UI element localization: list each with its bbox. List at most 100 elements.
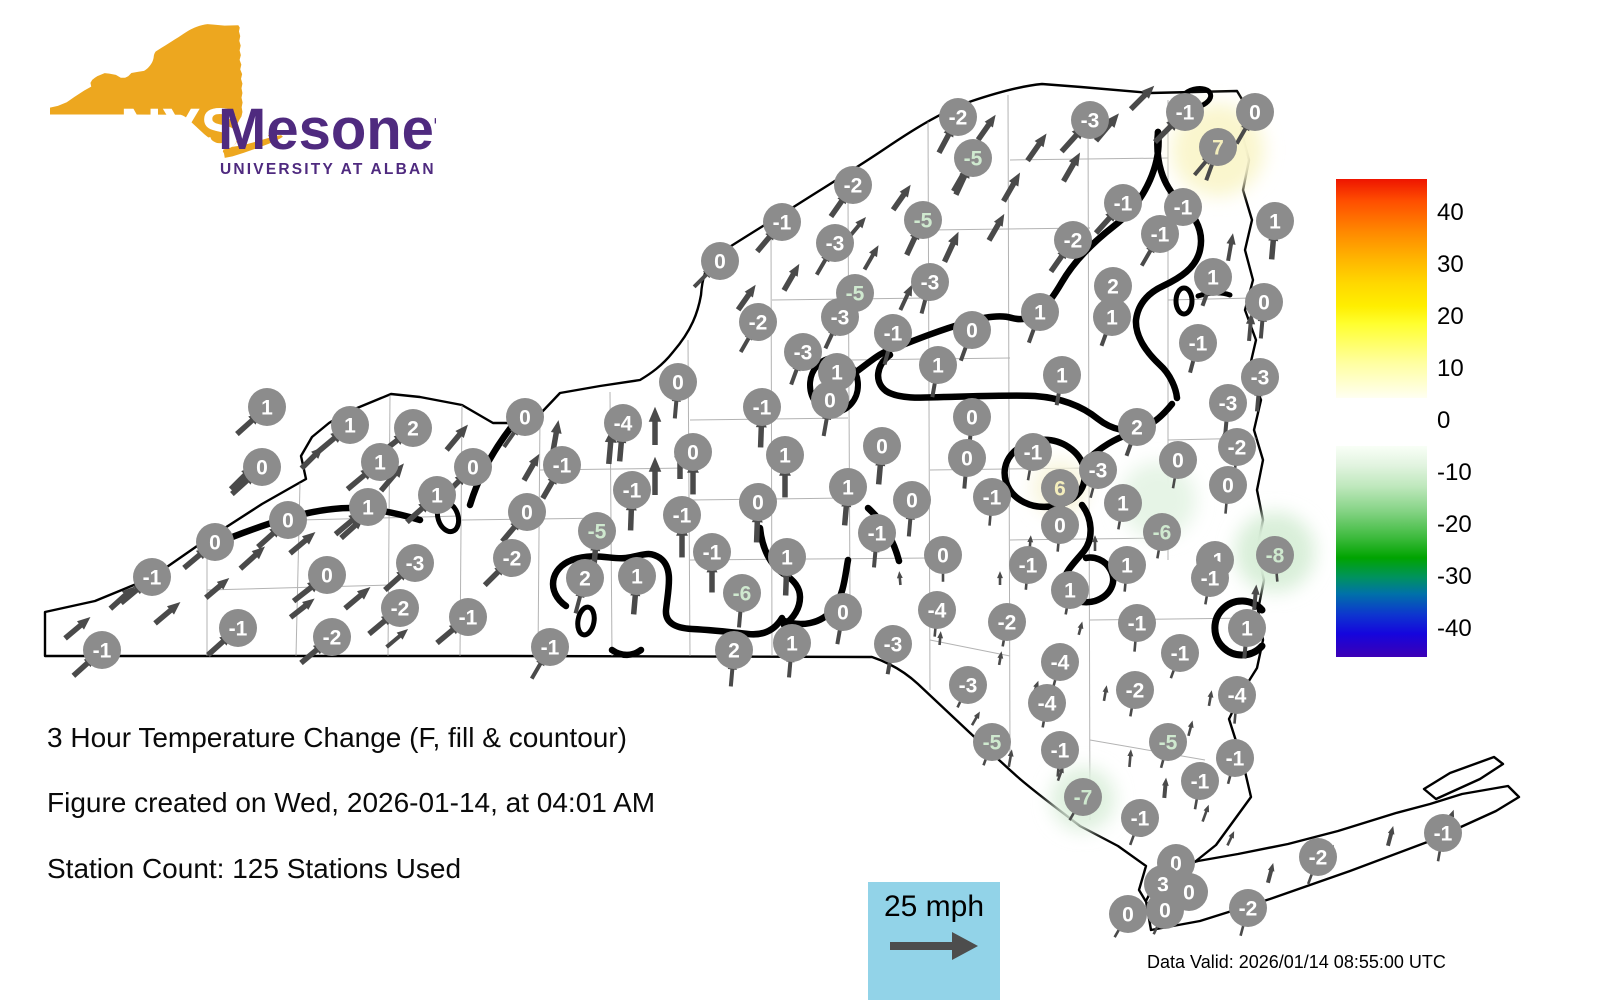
station-marker: -2 [988,603,1026,641]
wind-speed-legend: 25 mph [868,882,1000,1000]
station-marker: -3 [874,625,912,663]
station-value: 2 [407,418,419,441]
station-value: 1 [842,477,854,500]
colorbar-tick: 40 [1437,199,1464,226]
station-value: -3 [1219,393,1238,416]
station-value: -1 [1171,643,1190,666]
station-marker: 1 [1043,356,1081,394]
station-marker: 0 [863,427,901,465]
station-value: -4 [1228,685,1247,708]
logo-mesonet-text: Mesonet [218,97,436,162]
station-value: -4 [614,413,633,436]
station-value: -3 [1089,460,1108,483]
station-marker: 0 [1245,283,1283,321]
logo-subtitle-text: UNIVERSITY AT ALBANY [220,161,436,178]
station-marker: -1 [1121,799,1159,837]
station-marker: -1 [613,471,651,509]
station-value: -1 [143,567,162,590]
station-value: -1 [983,487,1002,510]
station-value: -5 [914,210,933,233]
station-value: 2 [1107,276,1119,299]
station-marker: -1 [693,533,731,571]
station-value: -7 [1074,787,1093,810]
station-value: 1 [1034,302,1046,325]
station-marker: 0 [824,593,862,631]
station-value: 0 [282,510,294,533]
nys-mesonet-logo: NYS Mesonet UNIVERSITY AT ALBANY [50,24,436,178]
station-value: -3 [921,272,940,295]
station-marker: 2 [1094,267,1132,305]
station-marker: -1 [83,631,121,669]
station-marker: -2 [1299,838,1337,876]
station-marker: -2 [313,618,351,656]
station-marker: 2 [715,631,753,669]
station-marker: -6 [723,574,761,612]
station-marker: -1 [874,314,912,352]
station-marker: 1 [331,406,369,444]
station-marker: -2 [381,589,419,627]
station-marker: -1 [1104,184,1142,222]
station-value: -1 [623,480,642,503]
station-value: 0 [256,457,268,480]
station-marker: -5 [904,201,942,239]
station-count-text: Station Count: 125 Stations Used [47,853,462,884]
station-value: 0 [714,251,726,274]
station-marker: -8 [1256,536,1294,574]
station-marker: 0 [508,493,546,531]
station-value: 0 [1249,102,1261,125]
station-value: 0 [906,490,918,513]
station-value: -5 [964,148,983,171]
station-value: -1 [1024,442,1043,465]
station-marker: -3 [1241,358,1279,396]
station-marker: 1 [773,624,811,662]
station-marker: -2 [939,98,977,136]
station-value: -1 [868,523,887,546]
colorbar-tick: -20 [1437,511,1472,538]
station-marker: 1 [1256,202,1294,240]
station-value: 0 [1172,450,1184,473]
station-marker: -1 [1181,762,1219,800]
station-value: -2 [1228,437,1247,460]
station-marker: -2 [493,539,531,577]
station-marker: -1 [1166,93,1204,131]
station-marker: 6 [1041,469,1079,507]
station-value: 1 [261,397,273,420]
station-value: -1 [1128,613,1147,636]
station-value: 1 [1106,307,1118,330]
station-marker: -3 [911,263,949,301]
station-marker: 2 [1118,408,1156,446]
station-value: 0 [467,457,479,480]
station-value: 0 [937,545,949,568]
station-value: -1 [553,455,572,478]
colorbar-tick: -30 [1437,563,1472,590]
station-value: -8 [1266,545,1285,568]
station-value: -3 [831,307,850,330]
station-marker: -1 [449,598,487,636]
station-value: -5 [588,521,607,544]
station-value: 0 [519,407,531,430]
station-marker: -3 [816,224,854,262]
station-marker: -2 [1054,221,1092,259]
station-marker: 0 [308,556,346,594]
station-marker: -5 [973,723,1011,761]
station-marker: 2 [394,409,432,447]
station-marker: 0 [924,536,962,574]
station-marker: -2 [1116,671,1154,709]
station-marker: -3 [396,544,434,582]
colorbar-tick: 30 [1437,251,1464,278]
station-value: 0 [1054,515,1066,538]
station-marker: 1 [418,476,456,514]
station-marker: 0 [1146,891,1184,929]
station-marker: 0 [953,398,991,436]
station-marker: -1 [1141,215,1179,253]
station-marker: 1 [1104,484,1142,522]
station-value: -1 [1434,823,1453,846]
station-marker: -1 [219,609,257,647]
station-value: 6 [1054,478,1066,501]
station-value: -6 [733,583,752,606]
station-value: -1 [1151,224,1170,247]
station-marker: 1 [1108,546,1146,584]
station-value: -2 [1309,847,1328,870]
station-marker: 0 [506,398,544,436]
